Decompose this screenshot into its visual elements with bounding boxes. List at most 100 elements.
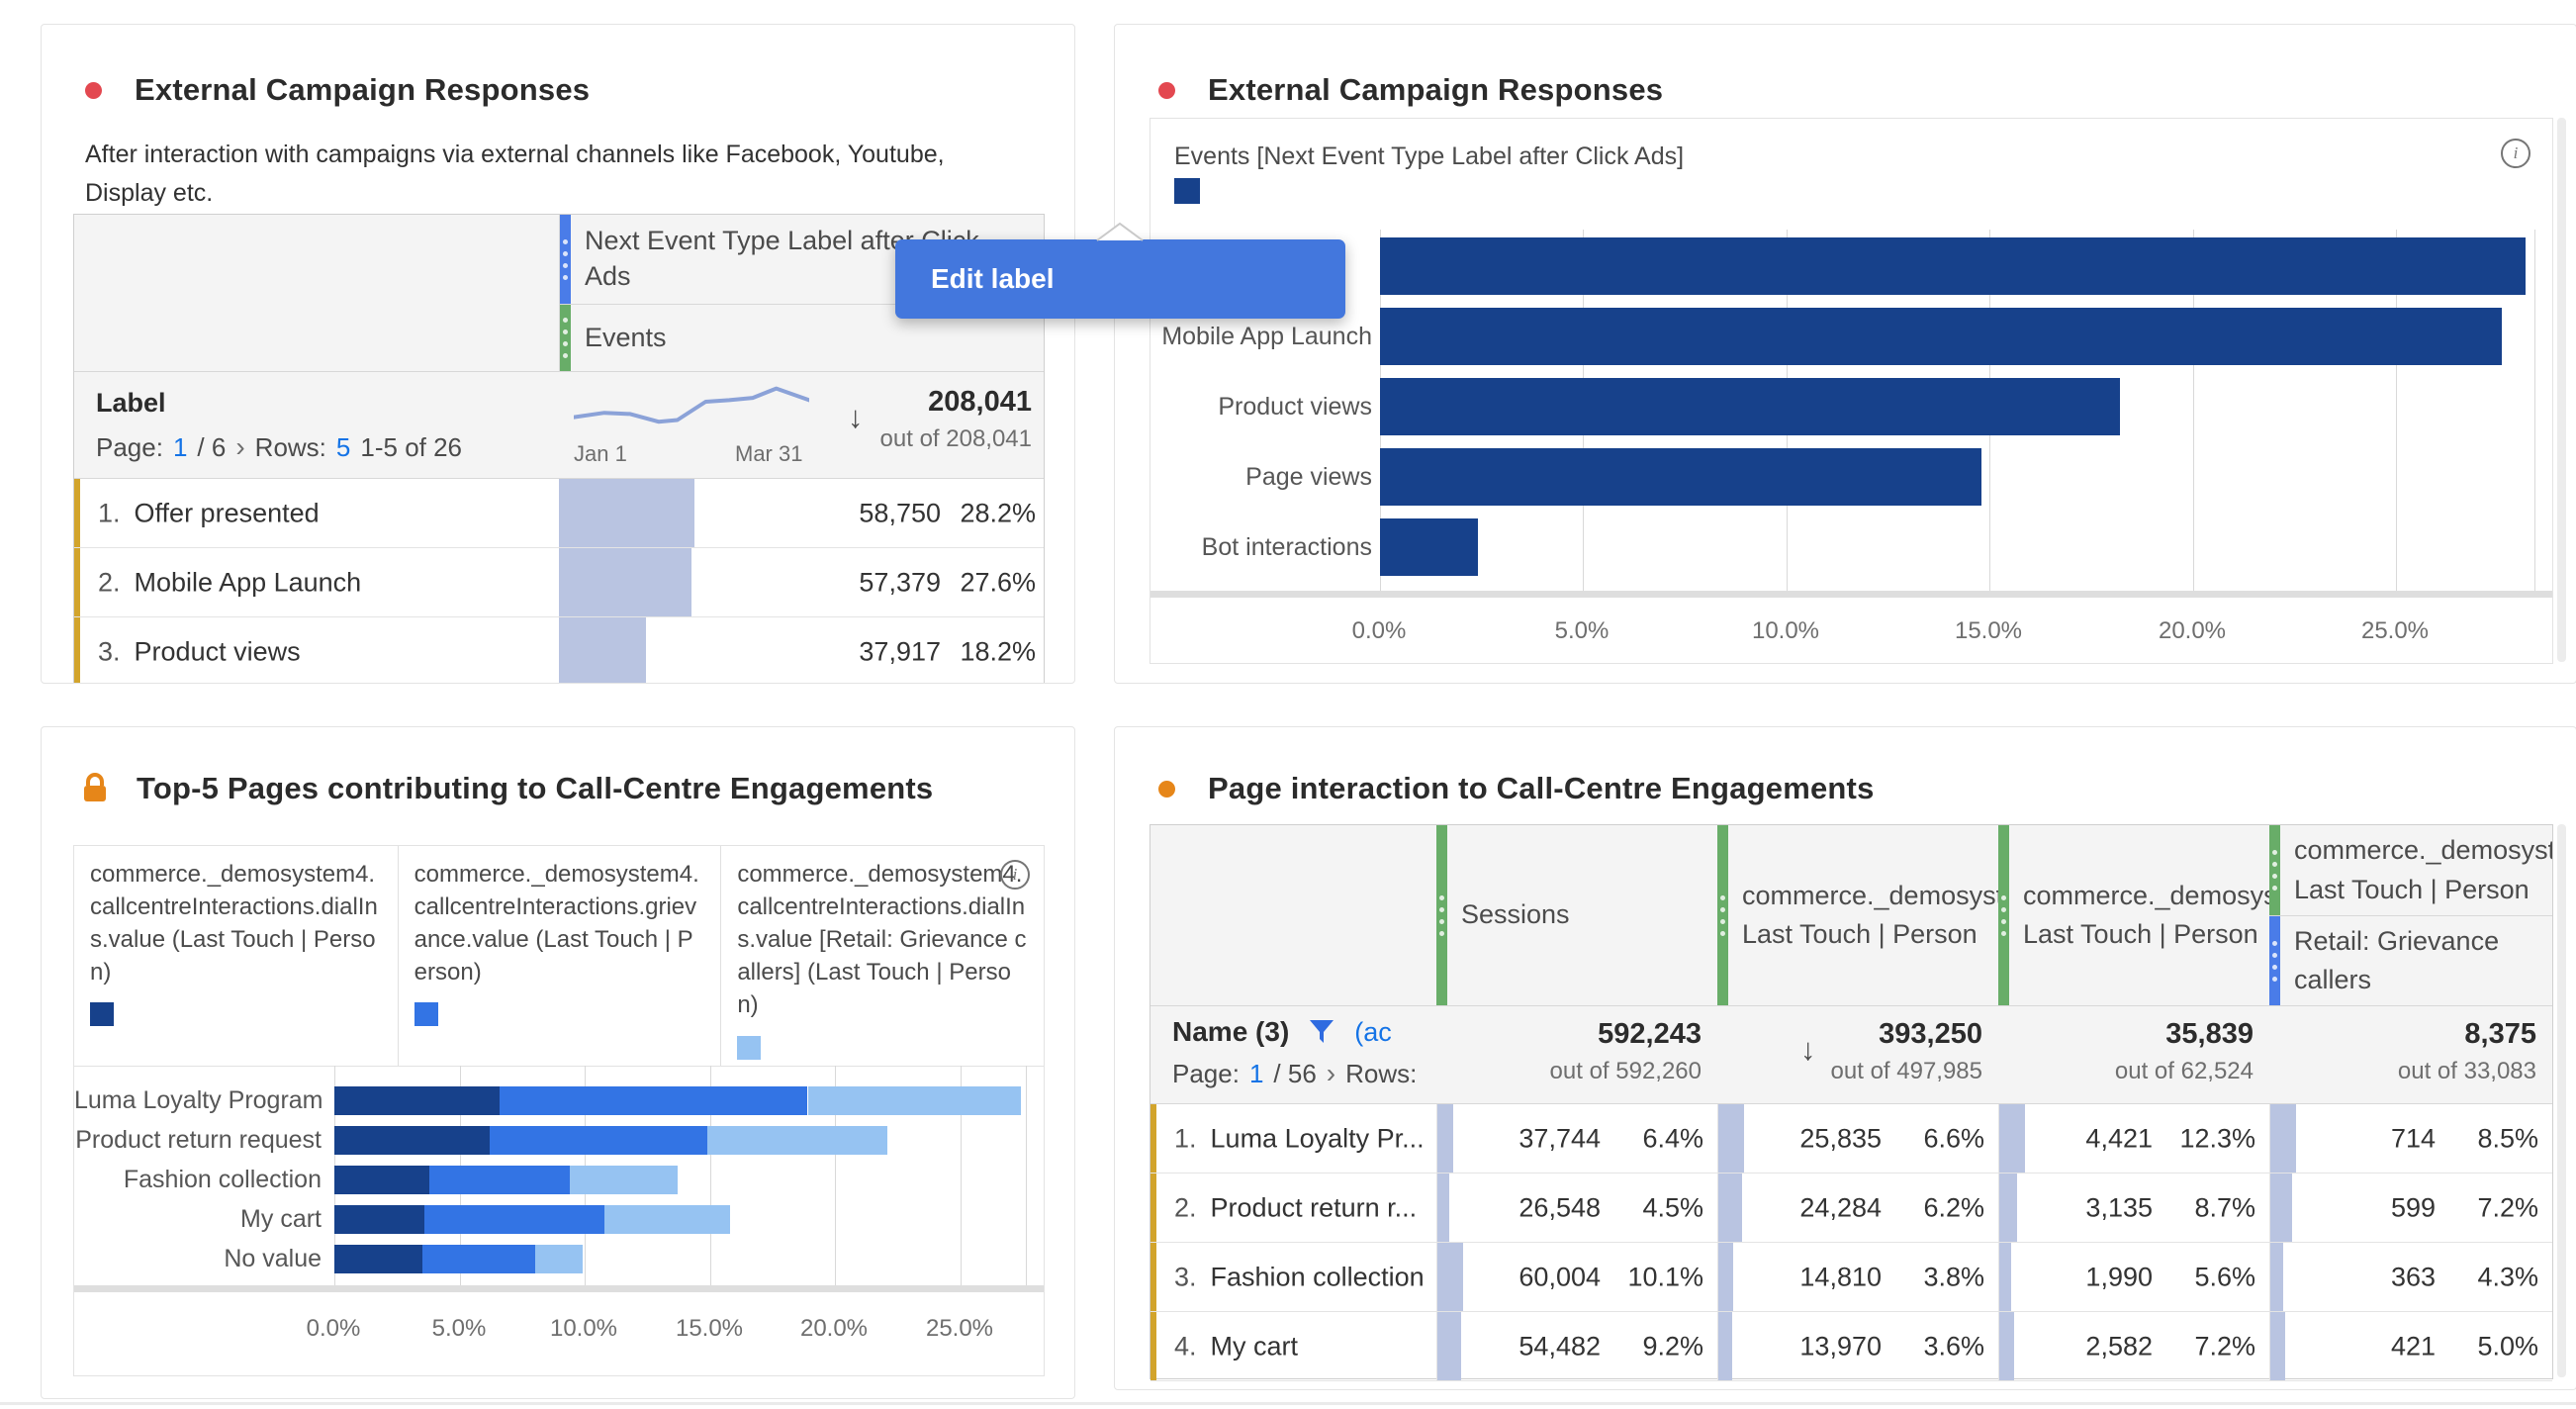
- page-current-link[interactable]: 1: [172, 432, 188, 462]
- bar[interactable]: [1380, 518, 1478, 576]
- bar-segment[interactable]: [490, 1126, 707, 1155]
- table-row[interactable]: 2. Mobile App Launch 57,379 27.6%: [74, 548, 1044, 617]
- bar-segment[interactable]: [422, 1245, 535, 1273]
- sort-descending-icon[interactable]: ↓: [848, 400, 864, 434]
- bar-segment[interactable]: [424, 1205, 604, 1234]
- name-cell[interactable]: 3. Fashion collection: [1150, 1243, 1436, 1311]
- legend-item-label[interactable]: commerce._demosystem4.callcentreInteract…: [90, 861, 378, 986]
- info-icon[interactable]: i: [1000, 860, 1030, 890]
- column-header-sublabel[interactable]: Last Touch | Person: [2294, 874, 2530, 904]
- horizontal-scrollbar[interactable]: [1150, 591, 2552, 598]
- bar[interactable]: [1380, 378, 2120, 435]
- column-header-label[interactable]: commerce._demosyste: [2023, 880, 2269, 910]
- bar-segment[interactable]: [604, 1205, 730, 1234]
- row-name[interactable]: My cart: [1210, 1331, 1299, 1361]
- drag-handle-icon[interactable]: [2269, 916, 2280, 1005]
- legend-swatch[interactable]: [90, 1002, 114, 1027]
- next-page-chevron-icon[interactable]: ›: [235, 431, 245, 462]
- row-label[interactable]: 4. My cart: [1174, 1331, 1298, 1362]
- drag-handle-icon[interactable]: [1717, 825, 1728, 1005]
- table-row[interactable]: 2. Product return r... 26,548 4.5% 24,284 6.2…: [1150, 1174, 2552, 1243]
- column-header-metric-3[interactable]: commerce._demosyste Last Touch | Person: [1998, 825, 2269, 1005]
- row-label[interactable]: 1. Offer presented: [98, 498, 320, 528]
- row-label[interactable]: 1. Luma Loyalty Pr...: [1174, 1123, 1425, 1154]
- row-name[interactable]: Mobile App Launch: [134, 567, 362, 597]
- vertical-scrollbar[interactable]: [2557, 824, 2566, 1377]
- table-row[interactable]: 1. Luma Loyalty Pr... 37,744 6.4% 25,835 6.6%…: [1150, 1104, 2552, 1174]
- column-header-sublabel[interactable]: Last Touch | Person: [2023, 919, 2258, 949]
- legend-swatch[interactable]: [1174, 178, 1200, 204]
- row-name[interactable]: Fashion collection: [1210, 1262, 1425, 1291]
- drag-handle-icon[interactable]: [2269, 825, 2280, 915]
- bar[interactable]: [1380, 237, 2526, 295]
- row-name[interactable]: Offer presented: [134, 498, 320, 527]
- column-header-segment[interactable]: Retail: Grievance callers: [2269, 915, 2552, 1005]
- edit-label-menu[interactable]: Edit label: [895, 239, 1345, 319]
- row-name[interactable]: Product views: [134, 636, 301, 666]
- row-label[interactable]: 2. Mobile App Launch: [98, 567, 361, 598]
- segment-sublabel[interactable]: callers: [2294, 965, 2372, 994]
- name-cell[interactable]: 1. Luma Loyalty Pr...: [1150, 1104, 1436, 1173]
- table-row[interactable]: 4. My cart 54,482 9.2% 13,970 3.6% 2,582 7.2% 42…: [1150, 1312, 2552, 1381]
- column-header-metric-2[interactable]: commerce._demosyste Last Touch | Person: [1717, 825, 1998, 1005]
- bar-segment[interactable]: [707, 1126, 887, 1155]
- horizontal-scrollbar[interactable]: [74, 1285, 1044, 1292]
- bar-segment[interactable]: [570, 1166, 678, 1194]
- legend-item-label[interactable]: commerce._demosystem4.callcentreInteract…: [737, 861, 1027, 1019]
- row-label[interactable]: 3. Product views: [98, 636, 301, 667]
- column-header-label[interactable]: commerce._demosyste: [2294, 835, 2552, 866]
- table-row[interactable]: 3. Product views 37,917 18.2%: [74, 617, 1044, 683]
- legend-item[interactable]: commerce._demosystem4.callcentreInteract…: [397, 846, 721, 1066]
- table-row[interactable]: 1. Offer presented 58,750 28.2%: [74, 479, 1044, 548]
- page-current-link[interactable]: 1: [1248, 1059, 1264, 1088]
- column-header-label[interactable]: Sessions: [1461, 899, 1570, 930]
- filter-suffix-text[interactable]: (ac: [1354, 1016, 1392, 1047]
- table-row[interactable]: 3. Fashion collection 60,004 10.1% 14,810 3.8…: [1150, 1243, 2552, 1312]
- bar[interactable]: [1380, 448, 1981, 506]
- bar-segment[interactable]: [334, 1245, 422, 1273]
- panel-header: External Campaign Responses: [85, 72, 590, 108]
- column-header-sessions[interactable]: Sessions: [1436, 825, 1717, 1005]
- segment-label[interactable]: Retail: Grievance: [2294, 925, 2500, 956]
- histogram-bar: [1437, 1312, 1461, 1380]
- bar-segment[interactable]: [500, 1086, 807, 1115]
- row-label[interactable]: 3. Fashion collection: [1174, 1262, 1425, 1292]
- drag-handle-icon[interactable]: [1998, 825, 2009, 1005]
- info-icon[interactable]: i: [2501, 139, 2530, 168]
- bar-segment[interactable]: [334, 1086, 500, 1115]
- drag-handle-icon[interactable]: [1436, 825, 1447, 1005]
- name-cell[interactable]: 2. Product return r...: [1150, 1174, 1436, 1242]
- bar-segment[interactable]: [334, 1166, 429, 1194]
- column-header-top[interactable]: commerce._demosyste Last Touch | Person: [2269, 825, 2552, 915]
- bar-segment[interactable]: [535, 1245, 583, 1273]
- metric-header-label[interactable]: Events: [585, 322, 667, 352]
- metric-header-cell[interactable]: Events: [560, 305, 1044, 371]
- filter-icon[interactable]: [1309, 1019, 1334, 1045]
- legend-swatch[interactable]: [737, 1035, 762, 1060]
- column-header-label[interactable]: commerce._demosyste: [1742, 880, 1998, 910]
- bar-segment[interactable]: [429, 1166, 570, 1194]
- bar-segment[interactable]: [334, 1205, 424, 1234]
- bar[interactable]: [1380, 308, 2502, 365]
- vertical-scrollbar[interactable]: [2557, 118, 2566, 662]
- row-name[interactable]: Luma Loyalty Pr...: [1210, 1123, 1425, 1153]
- legend-item[interactable]: commerce._demosystem4.callcentreInteract…: [74, 846, 398, 1066]
- legend-swatch[interactable]: [414, 1002, 438, 1027]
- legend-label[interactable]: Events [Next Event Type Label after Clic…: [1174, 142, 1685, 170]
- edit-label-menu-item[interactable]: Edit label: [931, 263, 1055, 294]
- category-label: Product return request: [75, 1126, 322, 1154]
- drag-handle-icon[interactable]: [560, 215, 571, 304]
- column-header-sublabel[interactable]: Last Touch | Person: [1742, 919, 1978, 949]
- next-page-chevron-icon[interactable]: ›: [1326, 1058, 1336, 1088]
- cell-values: 421 5.0%: [2391, 1331, 2538, 1362]
- drag-handle-icon[interactable]: [560, 305, 571, 371]
- bar-segment[interactable]: [334, 1126, 490, 1155]
- bar-segment[interactable]: [808, 1086, 1021, 1115]
- legend-item[interactable]: commerce._demosystem4.callcentreInteract…: [720, 846, 1044, 1066]
- row-name[interactable]: Product return r...: [1210, 1192, 1418, 1222]
- legend-item-label[interactable]: commerce._demosystem4.callcentreInteract…: [414, 861, 699, 986]
- sort-descending-icon[interactable]: ↓: [1800, 1032, 1816, 1067]
- name-cell[interactable]: 4. My cart: [1150, 1312, 1436, 1380]
- row-label[interactable]: 2. Product return r...: [1174, 1192, 1417, 1223]
- rows-value-link[interactable]: 5: [335, 432, 351, 462]
